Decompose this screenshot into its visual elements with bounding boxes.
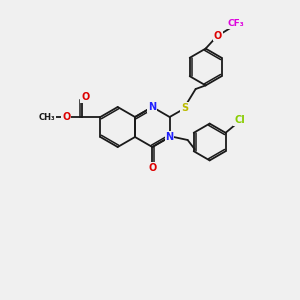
Text: CH₃: CH₃ xyxy=(39,112,56,122)
Text: O: O xyxy=(214,31,222,40)
Text: CF₃: CF₃ xyxy=(227,19,244,28)
Text: N: N xyxy=(148,102,156,112)
Text: S: S xyxy=(181,103,188,113)
Text: O: O xyxy=(62,112,70,122)
Text: O: O xyxy=(148,163,156,173)
Text: Cl: Cl xyxy=(234,115,245,125)
Text: O: O xyxy=(81,92,89,102)
Text: N: N xyxy=(166,132,174,142)
